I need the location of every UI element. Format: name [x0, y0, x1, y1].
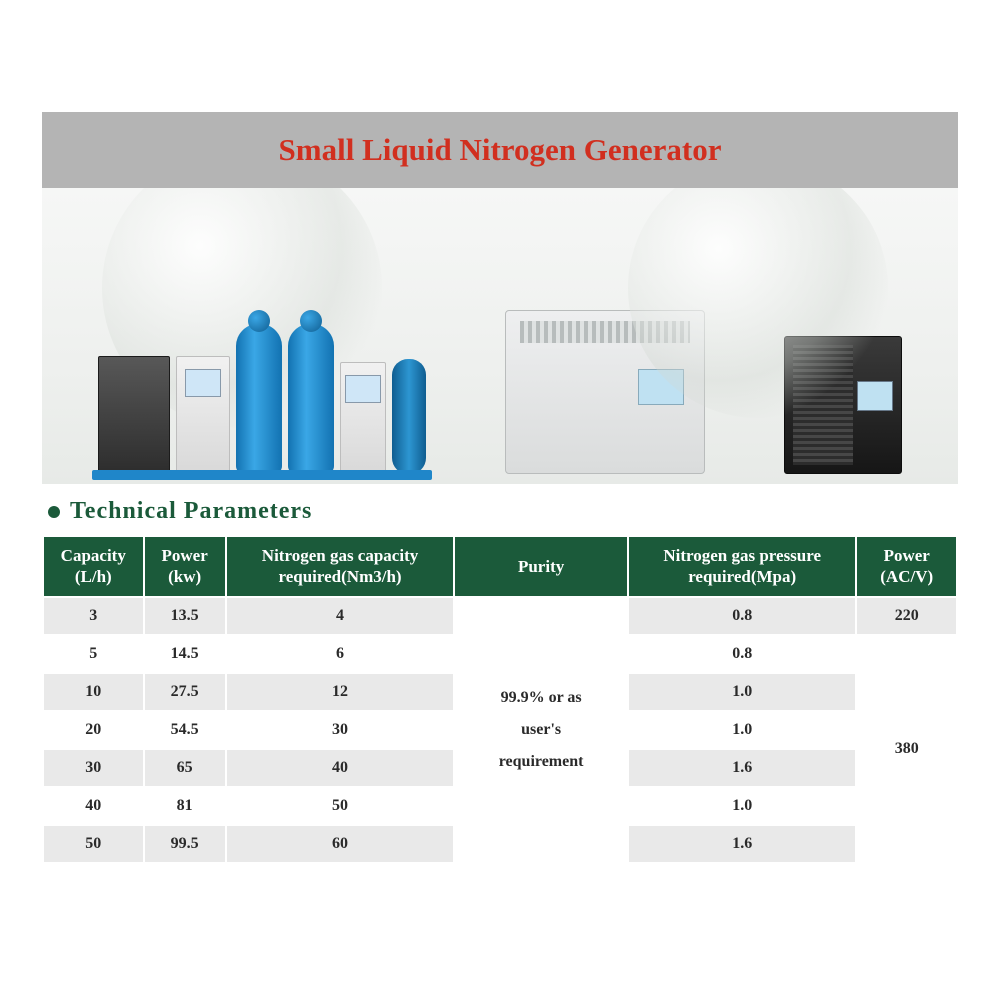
cell-purity: 99.9% or as user's requirement	[454, 597, 628, 863]
cell-ac-merged: 380	[856, 635, 957, 863]
chiller-unit	[784, 336, 902, 474]
liquefier-cabinet	[505, 310, 705, 474]
section-heading-text: Technical Parameters	[70, 498, 312, 525]
cell-power: 13.5	[144, 597, 226, 635]
col-power-kw: Power (kw)	[144, 536, 226, 597]
col-pressure: Nitrogen gas pressure required(Mpa)	[628, 536, 857, 597]
page-title: Small Liquid Nitrogen Generator	[279, 132, 722, 168]
cell-n2: 4	[226, 597, 455, 635]
spec-sheet: Small Liquid Nitrogen Generator Technica…	[42, 112, 958, 864]
col-n2-cap: Nitrogen gas capacity required(Nm3/h)	[226, 536, 455, 597]
psa-skid	[98, 304, 426, 474]
section-heading: Technical Parameters	[42, 484, 958, 535]
title-bar: Small Liquid Nitrogen Generator	[42, 112, 958, 188]
bullet-icon	[48, 506, 60, 518]
table-row: 3 13.5 4 99.9% or as user's requirement …	[43, 597, 957, 635]
cell-capacity: 3	[43, 597, 144, 635]
parameters-table: Capacity (L/h) Power (kw) Nitrogen gas c…	[42, 535, 958, 864]
cell-ac: 220	[856, 597, 957, 635]
table-header-row: Capacity (L/h) Power (kw) Nitrogen gas c…	[43, 536, 957, 597]
product-hero	[42, 188, 958, 484]
cell-pressure: 0.8	[628, 597, 857, 635]
col-purity: Purity	[454, 536, 628, 597]
col-ac: Power (AC/V)	[856, 536, 957, 597]
equipment-illustration	[42, 304, 958, 474]
col-capacity: Capacity (L/h)	[43, 536, 144, 597]
